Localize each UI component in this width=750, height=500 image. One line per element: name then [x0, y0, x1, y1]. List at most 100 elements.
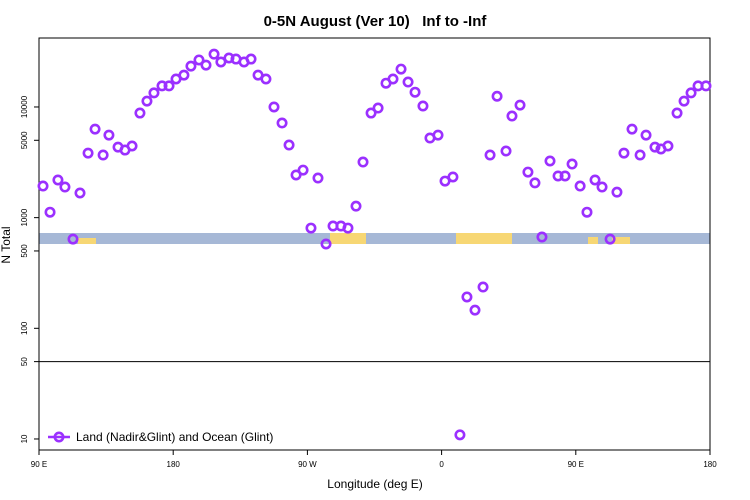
data-point [208, 48, 220, 60]
x-tick-label: 0 [439, 460, 444, 469]
data-point [387, 73, 399, 85]
data-point [649, 141, 661, 153]
data-point [134, 107, 146, 119]
legend-label: Land (Nadir&Glint) and Ocean (Glint) [76, 430, 273, 444]
data-point [156, 80, 168, 92]
data-point [402, 76, 414, 88]
land-band [456, 233, 512, 244]
data-point [67, 233, 79, 245]
x-tick-label: 90 E [31, 460, 47, 469]
data-point [469, 304, 481, 316]
data-point [574, 180, 586, 192]
data-point [283, 139, 295, 151]
data-point [409, 86, 421, 98]
surface-band [39, 233, 710, 244]
data-point [500, 145, 512, 157]
y-tick-label: 10000 [20, 95, 29, 118]
data-point [245, 53, 257, 65]
y-tick-label: 5000 [20, 131, 29, 149]
data-point [552, 170, 564, 182]
data-point [618, 147, 630, 159]
data-point [589, 174, 601, 186]
data-point [477, 281, 489, 293]
data-point [163, 80, 175, 92]
x-axis-label: Longitude (deg E) [327, 477, 422, 491]
data-point [559, 170, 571, 182]
data-point [59, 181, 71, 193]
data-point [89, 123, 101, 135]
data-point [700, 80, 712, 92]
data-point [611, 186, 623, 198]
land-band [330, 233, 366, 244]
legend-marker [53, 431, 65, 443]
data-point [193, 54, 205, 66]
data-point [365, 107, 377, 119]
data-point [536, 231, 548, 243]
data-point [662, 140, 674, 152]
data-point [395, 63, 407, 75]
data-point [178, 69, 190, 81]
data-point [342, 222, 354, 234]
data-point [529, 177, 541, 189]
data-point [678, 95, 690, 107]
chart-title: 0-5N August (Ver 10) Inf to -Inf [264, 13, 488, 30]
data-point [671, 107, 683, 119]
data-point [74, 187, 86, 199]
data-point [626, 123, 638, 135]
y-axis-label: N Total [0, 226, 13, 263]
data-point [461, 291, 473, 303]
data-point [491, 90, 503, 102]
y-tick-label: 50 [20, 357, 29, 366]
data-point [514, 99, 526, 111]
data-point [447, 171, 459, 183]
data-point [276, 117, 288, 129]
data-point [596, 181, 608, 193]
data-point [357, 156, 369, 168]
y-tick-label: 500 [20, 244, 29, 258]
x-tick-label: 90 W [298, 460, 317, 469]
data-point [215, 56, 227, 68]
y-tick-label: 1000 [20, 208, 29, 226]
land-band [78, 238, 96, 244]
data-point [297, 164, 309, 176]
data-point [506, 110, 518, 122]
data-point [148, 87, 160, 99]
x-tick-label: 180 [167, 460, 181, 469]
plot-frame [38, 37, 711, 451]
data-point [604, 233, 616, 245]
land-band [588, 237, 598, 244]
ocean-band [39, 233, 710, 244]
y-tick-label: 100 [20, 321, 29, 335]
data-point [581, 206, 593, 218]
data-point [126, 140, 138, 152]
data-point [260, 73, 272, 85]
data-point [44, 206, 56, 218]
data-point [685, 87, 697, 99]
data-point [312, 172, 324, 184]
data-point [454, 429, 466, 441]
data-point [185, 60, 197, 72]
x-tick-label: 90 E [568, 460, 584, 469]
data-point [200, 59, 212, 71]
data-point [97, 149, 109, 161]
data-point [141, 95, 153, 107]
data-point [634, 149, 646, 161]
data-point [640, 129, 652, 141]
data-point [484, 149, 496, 161]
data-point [103, 129, 115, 141]
data-point [566, 158, 578, 170]
data-point [439, 175, 451, 187]
data-point [350, 200, 362, 212]
y-tick-label: 10 [20, 434, 29, 443]
x-tick-label: 180 [703, 460, 717, 469]
data-point [417, 100, 429, 112]
data-point [290, 169, 302, 181]
data-point [522, 166, 534, 178]
data-point [320, 238, 332, 250]
data-point [432, 129, 444, 141]
data-point [52, 174, 64, 186]
data-point [305, 222, 317, 234]
land-band [612, 237, 630, 244]
